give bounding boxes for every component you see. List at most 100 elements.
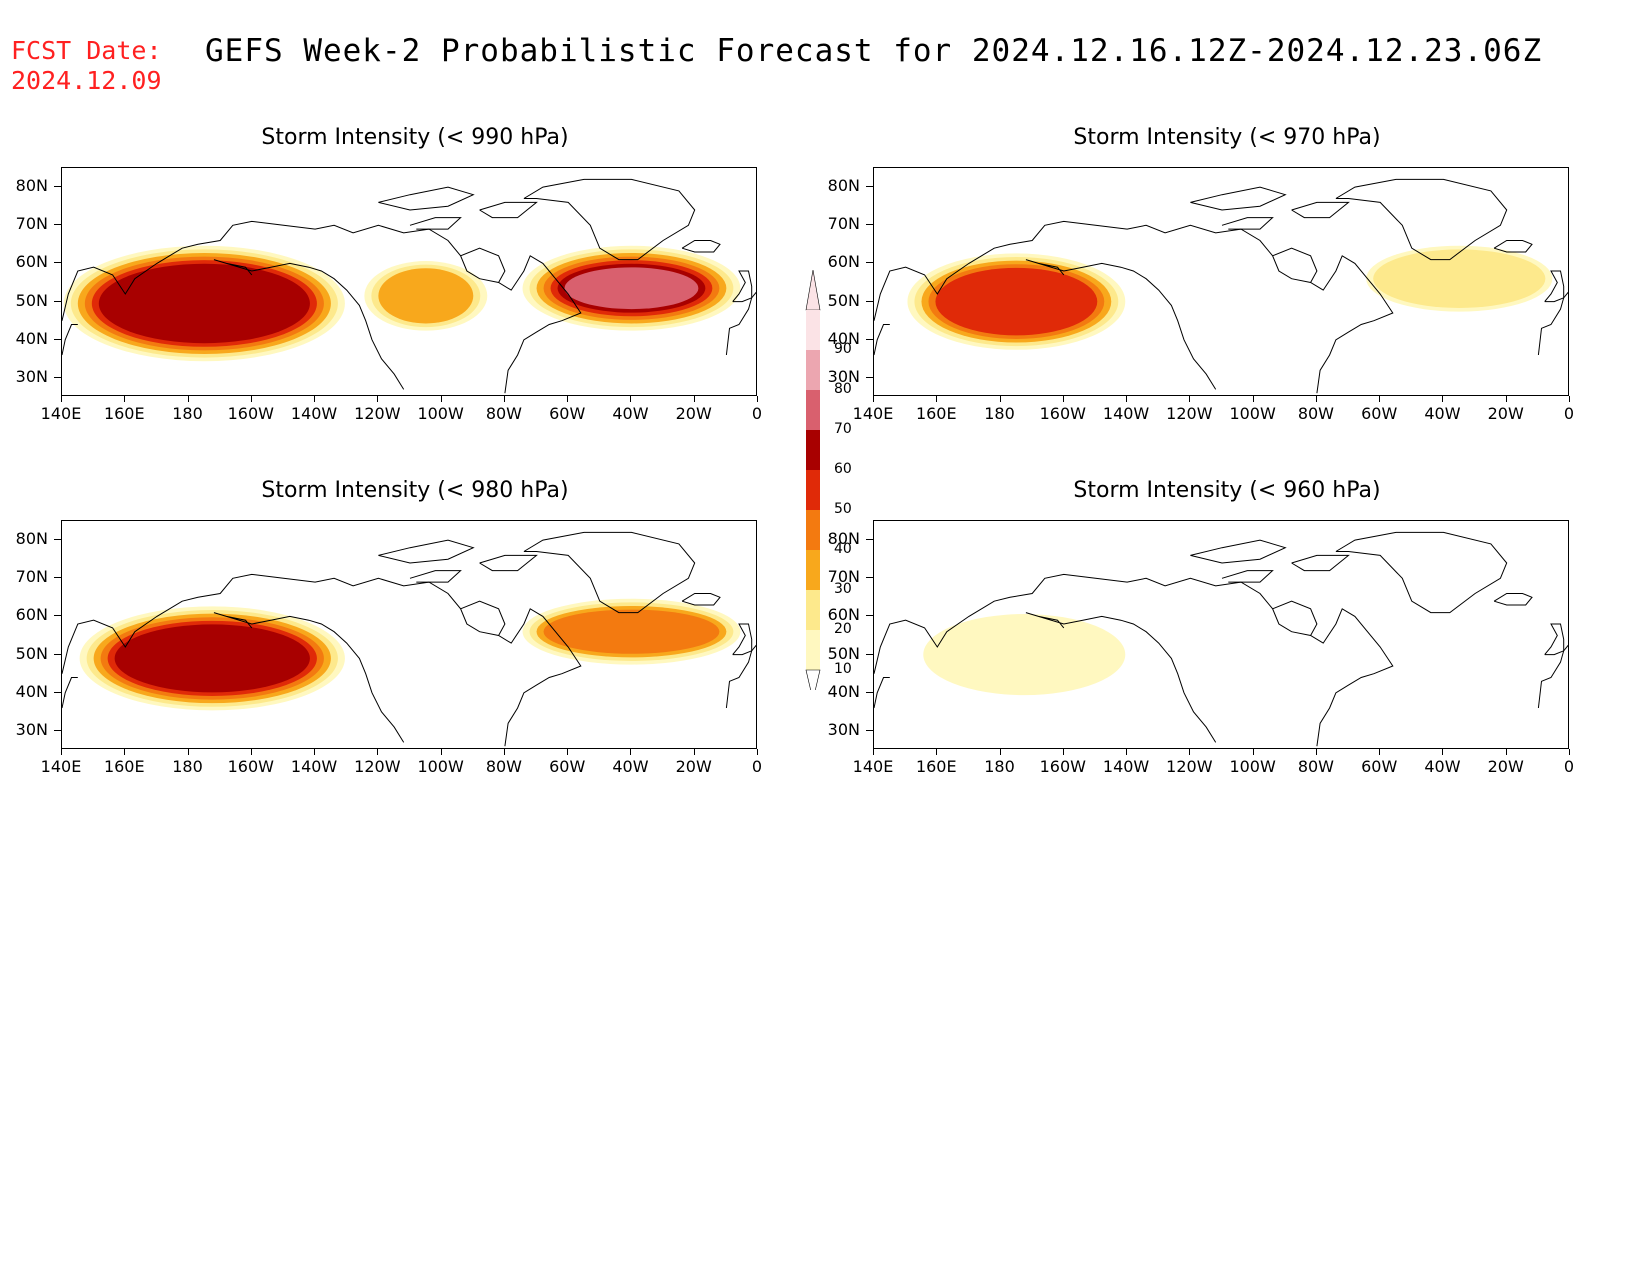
lat-label: 70N <box>827 567 860 587</box>
page-title: GEFS Week-2 Probabilistic Forecast for 2… <box>205 33 1543 69</box>
lon-label: 60W <box>1361 757 1398 776</box>
lon-label: 0 <box>751 757 763 776</box>
probability-contour-40 <box>543 609 720 654</box>
lat-label: 60N <box>827 252 860 272</box>
colorbar-swatch-30 <box>806 550 820 590</box>
lat-label: 80N <box>15 529 48 549</box>
probability-contour-70 <box>564 267 699 310</box>
coastline <box>62 324 78 356</box>
colorbar-label: 30 <box>834 581 852 597</box>
lat-label: 60N <box>15 605 48 625</box>
lon-tick <box>630 749 632 755</box>
lon-tick <box>440 749 442 755</box>
lon-tick <box>1379 396 1381 402</box>
lon-tick <box>630 396 632 402</box>
coastline <box>409 570 462 583</box>
panel-960hpa: Storm Intensity (< 960 hPa) 80N 70N 60N 50N… <box>812 478 1642 818</box>
map-plot-area <box>61 167 757 396</box>
lon-tick <box>1569 396 1570 402</box>
lat-label: 70N <box>15 214 48 234</box>
lat-label: 80N <box>827 529 860 549</box>
lon-tick <box>1126 749 1128 755</box>
coastline <box>1291 201 1350 219</box>
map-plot-area <box>873 167 1569 396</box>
lon-tick <box>567 396 569 402</box>
lon-label: 140E <box>852 404 894 423</box>
lon-label: 40W <box>1424 404 1461 423</box>
lat-tick <box>866 376 873 378</box>
panel-970hpa: Storm Intensity (< 970 hPa) 80N 70N 60N 50N… <box>812 125 1642 465</box>
lat-label: 30N <box>827 719 860 739</box>
panel-990hpa: Storm Intensity (< 990 hPa) 80N 70N 60N 50N… <box>0 125 830 465</box>
lon-label: 100W <box>1229 757 1276 776</box>
coastline <box>1537 644 1568 709</box>
coastline <box>479 201 538 219</box>
lat-tick <box>866 577 873 579</box>
coastline <box>1544 270 1565 303</box>
lat-tick <box>866 224 873 226</box>
colorbar-swatch-20 <box>806 590 820 630</box>
lon-label: 180 <box>984 404 1015 423</box>
lon-label: 20W <box>1487 404 1524 423</box>
lon-label: 100W <box>417 404 464 423</box>
coastline <box>874 677 890 709</box>
panel-title: Storm Intensity (< 960 hPa) <box>1073 478 1381 503</box>
probability-contour-60 <box>114 624 310 693</box>
lon-label: 160E <box>103 404 145 423</box>
probability-contour-30 <box>378 268 474 324</box>
lon-tick <box>1442 749 1444 755</box>
lon-label: 120W <box>1166 757 1213 776</box>
colorbar-top-arrow <box>805 270 821 311</box>
lon-label: 60W <box>549 757 586 776</box>
map-svg <box>874 531 1568 747</box>
lon-label: 160E <box>915 757 957 776</box>
lon-label: 60W <box>549 404 586 423</box>
lat-label: 40N <box>827 328 860 348</box>
lat-tick <box>54 615 61 617</box>
coastline <box>1291 554 1350 572</box>
lon-label: 20W <box>675 757 712 776</box>
lon-label: 20W <box>1487 757 1524 776</box>
forecast-date-value: 2024.12.09 <box>11 66 162 95</box>
lon-tick <box>314 396 316 402</box>
lat-label: 70N <box>827 214 860 234</box>
lon-label: 140W <box>290 404 338 423</box>
lon-label: 120W <box>354 757 401 776</box>
coastline <box>1493 240 1533 253</box>
probability-contour-50 <box>935 267 1098 336</box>
lat-tick <box>866 300 873 302</box>
colorbar-label: 60 <box>834 461 852 477</box>
lon-tick <box>314 749 316 755</box>
lon-tick <box>999 749 1001 755</box>
lon-tick <box>503 396 505 402</box>
lon-label: 100W <box>417 757 464 776</box>
coastline <box>460 600 506 636</box>
lon-tick <box>1126 396 1128 402</box>
lat-label: 80N <box>827 176 860 196</box>
lat-tick <box>54 577 61 579</box>
colorbar-label: 50 <box>834 501 852 517</box>
coastline <box>1272 600 1318 636</box>
lon-label: 180 <box>984 757 1015 776</box>
lon-label: 160E <box>915 404 957 423</box>
lon-tick <box>1505 396 1507 402</box>
lat-label: 70N <box>15 567 48 587</box>
lon-label: 160W <box>227 404 274 423</box>
map-svg <box>874 178 1568 394</box>
lon-tick <box>250 396 252 402</box>
coastline <box>523 531 696 614</box>
lon-label: 0 <box>751 404 763 423</box>
colorbar-swatch-40 <box>806 510 820 550</box>
coastline <box>1493 593 1533 606</box>
lon-label: 60W <box>1361 404 1398 423</box>
coastline <box>874 324 890 356</box>
lon-tick <box>187 749 189 755</box>
lon-label: 80W <box>485 404 522 423</box>
lon-tick <box>1315 396 1317 402</box>
coastline <box>378 186 475 211</box>
lat-label: 40N <box>827 681 860 701</box>
lon-label: 20W <box>675 404 712 423</box>
lon-tick <box>124 396 126 402</box>
lon-tick <box>1252 396 1254 402</box>
lat-tick <box>54 653 61 655</box>
